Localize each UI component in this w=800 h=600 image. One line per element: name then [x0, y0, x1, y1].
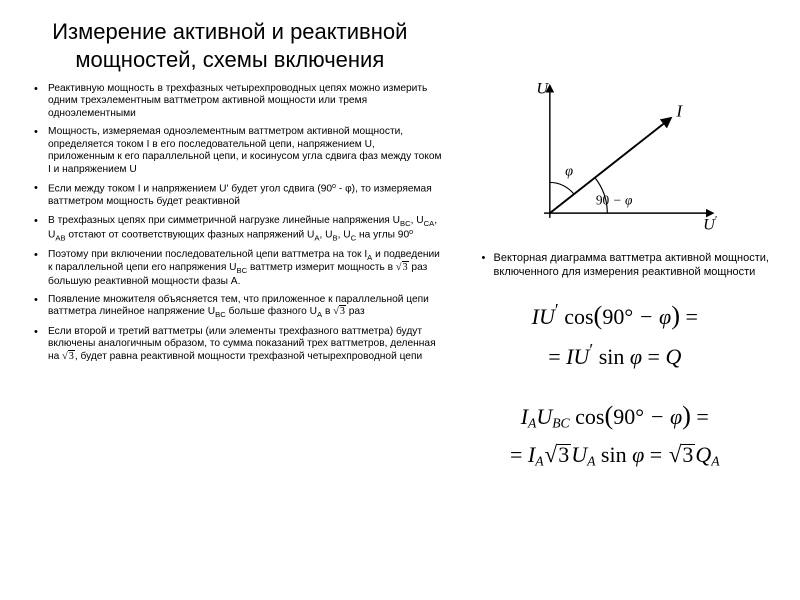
formula-1b: = IU′ sin φ = Q [548, 339, 681, 372]
bullet-item: Мощность, измеряемая одноэлементным ватт… [30, 126, 442, 176]
slide: Измерение активной и реактивной мощносте… [0, 0, 800, 600]
formula-2a: IAUBC cos(90° − φ) = [521, 398, 709, 434]
svg-text:φ: φ [565, 164, 573, 180]
left-column: Реактивную мощность в трехфазных четырех… [30, 83, 442, 590]
bullet-list: Реактивную мощность в трехфазных четырех… [30, 83, 442, 363]
bullet-item: Если между током I и напряжением U' буде… [30, 182, 442, 208]
vector-diagram: U φ I 90 − φ U′ [500, 73, 730, 243]
svg-text:U: U [536, 78, 549, 97]
right-column: U φ I 90 − φ U′ Векторная диаграмма ватт… [460, 83, 770, 590]
bullet-item: Реактивную мощность в трехфазных четырех… [30, 83, 442, 120]
bullet-item: В трехфазных цепях при симметричной нагр… [30, 215, 442, 243]
bullet-item: Появление множителя объясняется тем, что… [30, 294, 442, 320]
content-columns: Реактивную мощность в трехфазных четырех… [30, 83, 770, 590]
svg-text:I: I [675, 101, 683, 120]
formula-block: IU′ cos(90° − φ) = = IU′ sin φ = Q IAUBC… [460, 298, 770, 472]
formula-2b: = IA√3UA sin φ = √3QA [510, 439, 720, 471]
svg-text:U′: U′ [703, 214, 717, 233]
bullet-item: Поэтому при включении последовательной ц… [30, 249, 442, 288]
formula-1a: IU′ cos(90° − φ) = [532, 298, 698, 334]
bullet-item: Если второй и третий ваттметры (или элем… [30, 326, 442, 363]
slide-title: Измерение активной и реактивной мощносте… [30, 18, 430, 73]
diagram-caption: Векторная диаграмма ваттметра активной м… [482, 251, 770, 280]
diagram-caption-wrap: Векторная диаграмма ваттметра активной м… [460, 251, 770, 280]
svg-text:90 − φ: 90 − φ [596, 192, 633, 207]
